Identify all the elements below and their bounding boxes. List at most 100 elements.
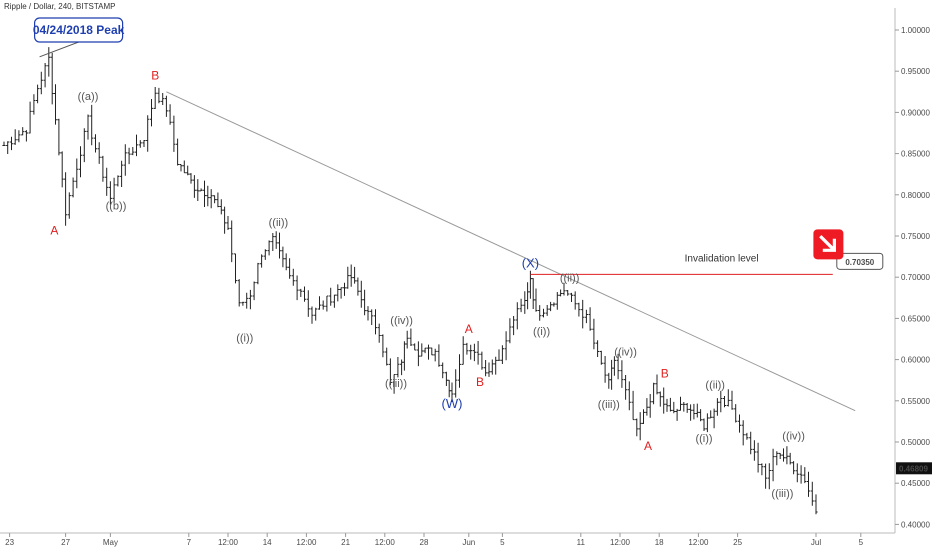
ohlc-bar <box>189 173 193 184</box>
ohlc-bar <box>799 465 803 484</box>
ohlc-bar <box>555 292 559 310</box>
ohlc-bar <box>86 114 90 140</box>
ohlc-bar <box>584 309 588 324</box>
ohlc-bar <box>519 298 523 313</box>
ohlc-bar <box>512 316 516 336</box>
ohlc-bar <box>675 408 679 421</box>
ohlc-bar <box>131 147 135 156</box>
ohlc-bar <box>108 181 112 205</box>
ohlc-bar <box>616 353 620 380</box>
ohlc-bar <box>138 140 142 148</box>
x-tick-label: 12:00 <box>218 538 239 547</box>
ohlc-bar <box>420 343 424 357</box>
ohlc-bar <box>60 151 64 188</box>
ohlc-bar <box>592 318 596 350</box>
ohlc-bar <box>28 101 32 134</box>
wave-label: ((iv)) <box>614 346 637 358</box>
ohlc-bar <box>321 300 325 310</box>
ohlc-bar <box>17 130 21 143</box>
ohlc-bar <box>504 331 508 361</box>
y-tick-label: 0.80000 <box>901 191 930 200</box>
ohlc-bar <box>426 344 431 360</box>
ohlc-bar <box>709 410 713 419</box>
ohlc-bar <box>484 360 488 377</box>
ohlc-bar <box>678 396 683 411</box>
ohlc-bar <box>528 270 532 299</box>
ohlc-bar <box>581 299 585 329</box>
ohlc-bar <box>665 398 669 412</box>
ohlc-bar <box>771 448 775 482</box>
y-tick-label: 0.60000 <box>901 356 930 365</box>
x-tick-label: Jul <box>811 538 821 547</box>
ohlc-bar <box>213 195 217 204</box>
ohlc-bar <box>538 305 542 321</box>
ohlc-bar <box>596 340 600 357</box>
ohlc-bar <box>692 403 696 420</box>
ohlc-bar <box>336 284 340 302</box>
ohlc-bar <box>682 402 686 412</box>
x-tick-label: 5 <box>859 538 864 547</box>
ohlc-bar <box>734 404 738 423</box>
ohlc-bar <box>310 306 314 324</box>
ohlc-bar <box>93 134 98 153</box>
ohlc-bar <box>465 342 469 355</box>
wave-label: ((iii)) <box>598 399 620 411</box>
ohlc-bar <box>699 409 703 422</box>
ohlc-bar <box>329 287 333 306</box>
ohlc-bar <box>785 446 789 465</box>
ohlc-bar <box>123 144 127 176</box>
ohlc-bar <box>363 289 367 316</box>
x-tick-label: 12:00 <box>610 538 631 547</box>
ohlc-bar <box>388 358 392 386</box>
ohlc-bar <box>256 262 260 285</box>
ohlc-bar <box>39 71 43 95</box>
ohlc-bar <box>196 179 200 201</box>
wave-label: ((ii)) <box>560 272 580 284</box>
ohlc-bar <box>24 130 28 142</box>
ohlc-bar <box>437 344 441 367</box>
wave-label: (W) <box>442 396 463 411</box>
y-tick-label: 0.55000 <box>901 397 930 406</box>
wave-label: A <box>465 322 473 336</box>
ohlc-bar <box>695 403 699 418</box>
ohlc-bar <box>302 286 307 302</box>
y-tick-label: 0.65000 <box>901 314 930 323</box>
ohlc-bar <box>476 341 480 365</box>
ohlc-bar <box>737 414 742 433</box>
ohlc-bar <box>620 360 624 388</box>
ohlc-bar <box>97 142 101 164</box>
ohlc-bar <box>430 347 434 356</box>
ohlc-bar <box>359 280 363 308</box>
ohlc-bar <box>534 288 538 312</box>
ohlc-bar <box>610 359 614 390</box>
ohlc-bar <box>577 302 581 317</box>
x-tick-label: 18 <box>655 538 664 547</box>
ohlc-bar <box>552 302 556 307</box>
ohlc-bar <box>342 282 347 296</box>
ohlc-bar <box>192 175 196 198</box>
ohlc-bar <box>627 381 631 411</box>
ohlc-bar <box>223 206 227 234</box>
ohlc-bar <box>349 264 353 287</box>
ohlc-bar <box>624 375 628 400</box>
ohlc-bar <box>179 164 183 172</box>
ohlc-bar <box>668 397 672 412</box>
x-tick-label: Jun <box>462 538 475 547</box>
ohlc-bar <box>450 382 454 402</box>
ohlc-bar <box>523 291 527 314</box>
ohlc-bar <box>775 451 779 466</box>
ohlc-bar <box>353 266 357 284</box>
ohlc-bar <box>260 254 264 268</box>
ohlc-bar <box>469 344 473 360</box>
ohlc-bar <box>6 141 10 154</box>
ohlc-bar <box>662 387 666 414</box>
ohlc-bar <box>142 140 146 147</box>
ohlc-bar <box>599 350 603 365</box>
ohlc-bar <box>209 189 213 209</box>
ohlc-bar <box>219 199 223 215</box>
ohlc-bar <box>366 306 370 321</box>
invalidation-value-box <box>836 252 884 270</box>
ohlc-bar <box>53 84 58 125</box>
ohlc-bar <box>299 288 303 297</box>
